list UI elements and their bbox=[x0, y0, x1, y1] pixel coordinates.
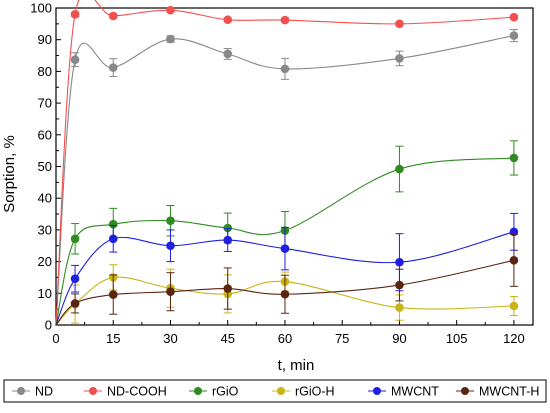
legend-item: ND bbox=[12, 385, 53, 399]
y-tick-label: 90 bbox=[38, 32, 52, 47]
data-point bbox=[395, 303, 404, 312]
x-tick-label: 90 bbox=[392, 331, 406, 346]
series-nd bbox=[55, 29, 519, 326]
data-point bbox=[70, 55, 80, 64]
data-point bbox=[70, 274, 80, 284]
data-point bbox=[395, 257, 404, 267]
data-point bbox=[223, 49, 233, 59]
data-point bbox=[509, 31, 519, 40]
x-tick-label: 15 bbox=[106, 331, 120, 346]
data-point bbox=[395, 280, 404, 290]
data-point bbox=[280, 64, 290, 74]
y-tick-label: 40 bbox=[38, 191, 52, 206]
legend-swatch-marker bbox=[373, 387, 381, 395]
legend-label: ND-COOH bbox=[107, 385, 167, 399]
data-point bbox=[166, 216, 175, 226]
data-point bbox=[70, 299, 80, 308]
x-tick-label: 105 bbox=[446, 331, 468, 346]
data-point bbox=[223, 15, 233, 25]
legend-item: rGiO-H bbox=[272, 385, 335, 399]
data-point bbox=[395, 164, 404, 174]
series-nd-cooh bbox=[55, 0, 519, 326]
y-tick-label: 100 bbox=[30, 1, 52, 16]
data-point bbox=[70, 10, 80, 19]
series-layer bbox=[55, 0, 519, 326]
y-tick-label: 80 bbox=[38, 64, 52, 79]
data-point bbox=[223, 223, 233, 233]
x-tick-label: 120 bbox=[503, 331, 525, 346]
legend-item: MWCNT bbox=[368, 385, 439, 399]
x-axis: 0 15 30 45 60 75 90 105 120 bbox=[52, 320, 525, 346]
data-point bbox=[509, 12, 519, 22]
legend-item: MWCNT-H bbox=[456, 385, 539, 399]
x-tick-label: 60 bbox=[278, 331, 292, 346]
legend-item: ND-COOH bbox=[84, 385, 167, 399]
y-tick-label: 70 bbox=[38, 96, 52, 111]
legend-swatch-marker bbox=[89, 387, 97, 395]
legend-swatch-marker bbox=[277, 387, 285, 395]
legend-label: rGiO bbox=[212, 385, 239, 399]
data-point bbox=[280, 244, 290, 253]
x-tick-label: 0 bbox=[52, 331, 59, 346]
x-tick-label: 75 bbox=[335, 331, 349, 346]
data-point bbox=[223, 284, 233, 293]
data-point bbox=[166, 241, 175, 251]
data-point bbox=[70, 234, 80, 244]
legend-swatch-marker bbox=[17, 387, 25, 395]
y-tick-label: 30 bbox=[38, 222, 52, 237]
series-mwcnt bbox=[55, 212, 519, 326]
x-axis-title: t, min bbox=[278, 357, 315, 374]
data-point bbox=[223, 235, 233, 245]
data-point bbox=[280, 15, 290, 25]
x-tick-label: 30 bbox=[163, 331, 177, 346]
data-point bbox=[509, 301, 519, 311]
x-tick-label: 45 bbox=[220, 331, 234, 346]
data-point bbox=[108, 290, 118, 299]
y-tick-label: 20 bbox=[38, 254, 52, 269]
legend: ND ND-COOH rGiO rGiO-H MWCNT MWCNT-H bbox=[3, 379, 547, 403]
y-tick-label: 60 bbox=[38, 127, 52, 142]
data-point bbox=[166, 5, 175, 15]
data-point bbox=[166, 287, 175, 297]
data-point bbox=[509, 256, 519, 265]
data-point bbox=[108, 234, 118, 244]
y-axis-title: Sorption, % bbox=[1, 135, 18, 213]
data-point bbox=[280, 289, 290, 299]
series-mwcnt-h bbox=[55, 233, 519, 326]
legend-swatch-marker bbox=[461, 387, 469, 395]
data-point bbox=[395, 19, 404, 29]
data-point bbox=[166, 34, 175, 44]
data-point bbox=[509, 153, 519, 163]
legend-label: rGiO-H bbox=[295, 385, 335, 399]
legend-item: rGiO bbox=[189, 385, 239, 399]
y-tick-label: 0 bbox=[45, 318, 52, 333]
y-tick-label: 50 bbox=[38, 159, 52, 174]
y-tick-label: 10 bbox=[38, 286, 52, 301]
legend-label: ND bbox=[35, 385, 53, 399]
legend-label: MWCNT-H bbox=[479, 385, 539, 399]
data-point bbox=[108, 219, 118, 229]
y-axis: 0 10 20 30 40 50 60 70 80 90 100 bbox=[30, 1, 61, 333]
legend-label: MWCNT bbox=[391, 385, 439, 399]
data-point bbox=[108, 11, 118, 21]
data-point bbox=[108, 63, 118, 72]
legend-swatch-marker bbox=[194, 387, 202, 395]
data-point bbox=[395, 54, 404, 63]
